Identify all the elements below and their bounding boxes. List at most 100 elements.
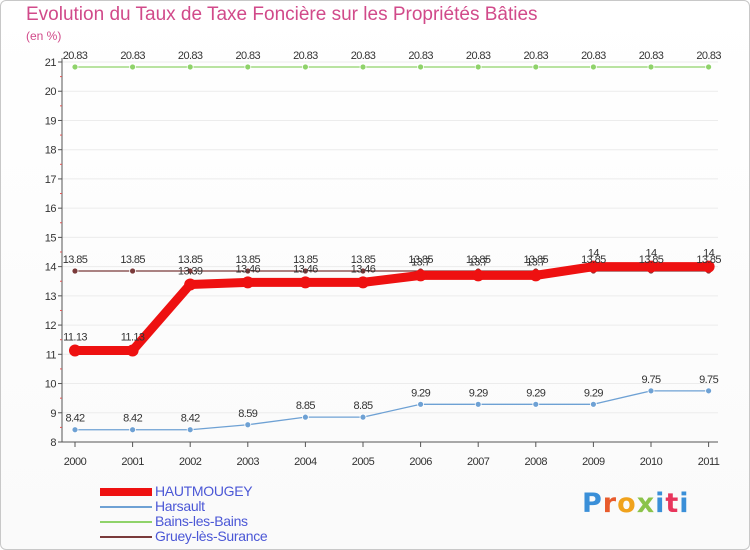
data-point-hautmougey bbox=[702, 260, 715, 273]
data-point-bains-les-bains bbox=[359, 63, 367, 71]
data-point-hautmougey bbox=[472, 269, 485, 282]
data-label-bains-les-bains: 20.83 bbox=[120, 50, 145, 62]
unit-label: (en %) bbox=[26, 29, 62, 43]
data-point-bains-les-bains bbox=[129, 63, 137, 71]
data-label-bains-les-bains: 20.83 bbox=[466, 50, 491, 62]
y-tick-label: 19 bbox=[45, 115, 57, 127]
data-point-bains-les-bains bbox=[301, 63, 309, 71]
legend-item: HAUTMOUGEY bbox=[100, 483, 360, 499]
legend-item: Gruey-lès-Surance bbox=[100, 528, 360, 544]
data-label-bains-les-bains: 20.83 bbox=[351, 50, 376, 62]
data-label-gruey-l-s-surance: 13.85 bbox=[236, 254, 261, 266]
data-point-hautmougey bbox=[241, 276, 254, 289]
data-label-bains-les-bains: 20.83 bbox=[524, 50, 549, 62]
data-label-hautmougey: 14 bbox=[703, 248, 715, 260]
data-label-gruey-l-s-surance: 13.85 bbox=[524, 254, 549, 266]
data-label-bains-les-bains: 20.83 bbox=[581, 50, 606, 62]
data-point-bains-les-bains bbox=[590, 63, 597, 71]
data-label-gruey-l-s-surance: 13.85 bbox=[639, 254, 664, 266]
data-point-bains-les-bains bbox=[532, 63, 540, 71]
data-label-bains-les-bains: 20.83 bbox=[236, 50, 261, 62]
data-point-harsault bbox=[532, 400, 540, 408]
y-tick-label: 18 bbox=[45, 145, 57, 157]
data-point-harsault bbox=[359, 413, 367, 421]
x-tick-label: 2007 bbox=[467, 456, 490, 468]
data-point-harsault bbox=[705, 387, 712, 395]
data-point-harsault bbox=[129, 426, 137, 434]
data-point-bains-les-bains bbox=[417, 63, 425, 71]
data-label-harsault: 8.42 bbox=[65, 413, 84, 425]
data-point-gruey-l-s-surance bbox=[359, 267, 367, 275]
data-point-bains-les-bains bbox=[244, 63, 252, 71]
data-label-hautmougey: 11.13 bbox=[63, 332, 87, 344]
data-label-hautmougey: 14 bbox=[645, 248, 657, 260]
x-tick-label: 2003 bbox=[237, 456, 260, 468]
data-label-bains-les-bains: 20.83 bbox=[408, 50, 433, 62]
series-line-harsault bbox=[74, 390, 710, 431]
data-point-hautmougey bbox=[414, 269, 427, 282]
data-label-gruey-l-s-surance: 13.85 bbox=[696, 254, 721, 266]
data-point-hautmougey bbox=[645, 260, 657, 273]
data-label-gruey-l-s-surance: 13.85 bbox=[293, 254, 318, 266]
data-point-harsault bbox=[186, 426, 194, 434]
data-label-bains-les-bains: 20.83 bbox=[63, 50, 88, 62]
legend-item: Harsault bbox=[100, 498, 360, 514]
data-label-gruey-l-s-surance: 13.85 bbox=[120, 254, 145, 266]
legend-label: HAUTMOUGEY bbox=[155, 483, 253, 499]
data-label-harsault: 8.85 bbox=[353, 400, 372, 412]
data-point-gruey-l-s-surance bbox=[186, 267, 194, 275]
data-label-gruey-l-s-surance: 13.85 bbox=[581, 254, 606, 266]
y-tick-label: 17 bbox=[45, 174, 57, 186]
data-point-bains-les-bains bbox=[71, 63, 79, 71]
data-label-bains-les-bains: 20.83 bbox=[293, 50, 318, 62]
data-label-harsault: 8.42 bbox=[123, 413, 142, 425]
data-label-gruey-l-s-surance: 13.85 bbox=[466, 254, 491, 266]
x-tick-label: 2004 bbox=[294, 456, 317, 468]
x-tick-label: 2006 bbox=[409, 456, 432, 468]
legend-swatch bbox=[100, 488, 152, 496]
y-tick-label: 13 bbox=[45, 291, 57, 303]
legend-swatch bbox=[100, 506, 152, 508]
legend-label: Harsault bbox=[155, 498, 205, 514]
data-label-hautmougey: 14 bbox=[588, 248, 600, 260]
data-point-harsault bbox=[590, 400, 597, 408]
x-tick-label: 2000 bbox=[64, 456, 87, 468]
data-point-hautmougey bbox=[126, 344, 139, 357]
data-label-gruey-l-s-surance: 13.85 bbox=[408, 254, 433, 266]
data-label-hautmougey: 13.46 bbox=[293, 263, 318, 275]
data-label-harsault: 9.29 bbox=[526, 387, 545, 399]
data-label-hautmougey: 13.46 bbox=[351, 263, 376, 275]
legend: HAUTMOUGEY Harsault Bains-les-Bains Gruey-l… bbox=[100, 483, 360, 544]
y-tick-label: 14 bbox=[45, 262, 57, 274]
x-tick-label: 2002 bbox=[179, 456, 202, 468]
x-tick-label: 2011 bbox=[698, 456, 720, 468]
data-point-bains-les-bains bbox=[705, 63, 712, 71]
data-label-harsault: 9.29 bbox=[584, 387, 603, 399]
data-label-harsault: 9.75 bbox=[641, 374, 660, 386]
data-point-hautmougey bbox=[529, 269, 542, 282]
data-label-harsault: 9.75 bbox=[699, 374, 718, 386]
data-label-hautmougey: 13.7 bbox=[526, 256, 545, 268]
data-point-hautmougey bbox=[357, 276, 369, 289]
data-point-harsault bbox=[417, 400, 425, 408]
y-tick-label: 16 bbox=[45, 203, 57, 215]
y-tick-label: 15 bbox=[45, 232, 57, 244]
data-point-harsault bbox=[647, 387, 655, 395]
data-label-hautmougey: 13.7 bbox=[411, 256, 430, 268]
y-tick-label: 10 bbox=[45, 379, 57, 391]
data-point-harsault bbox=[301, 413, 309, 421]
data-label-gruey-l-s-surance: 13.85 bbox=[351, 254, 376, 266]
data-point-bains-les-bains bbox=[647, 63, 655, 71]
x-tick-label: 2010 bbox=[640, 456, 663, 468]
y-tick-label: 12 bbox=[45, 320, 57, 332]
data-label-harsault: 8.85 bbox=[296, 400, 315, 412]
data-point-harsault bbox=[474, 400, 482, 408]
proxiti-logo: Proxiti bbox=[582, 488, 690, 519]
legend-label: Bains-les-Bains bbox=[155, 513, 248, 529]
data-point-bains-les-bains bbox=[186, 63, 194, 71]
y-tick-label: 9 bbox=[50, 408, 56, 420]
legend-item: Bains-les-Bains bbox=[100, 513, 360, 529]
y-tick-label: 21 bbox=[45, 57, 57, 69]
legend-swatch bbox=[100, 536, 152, 538]
